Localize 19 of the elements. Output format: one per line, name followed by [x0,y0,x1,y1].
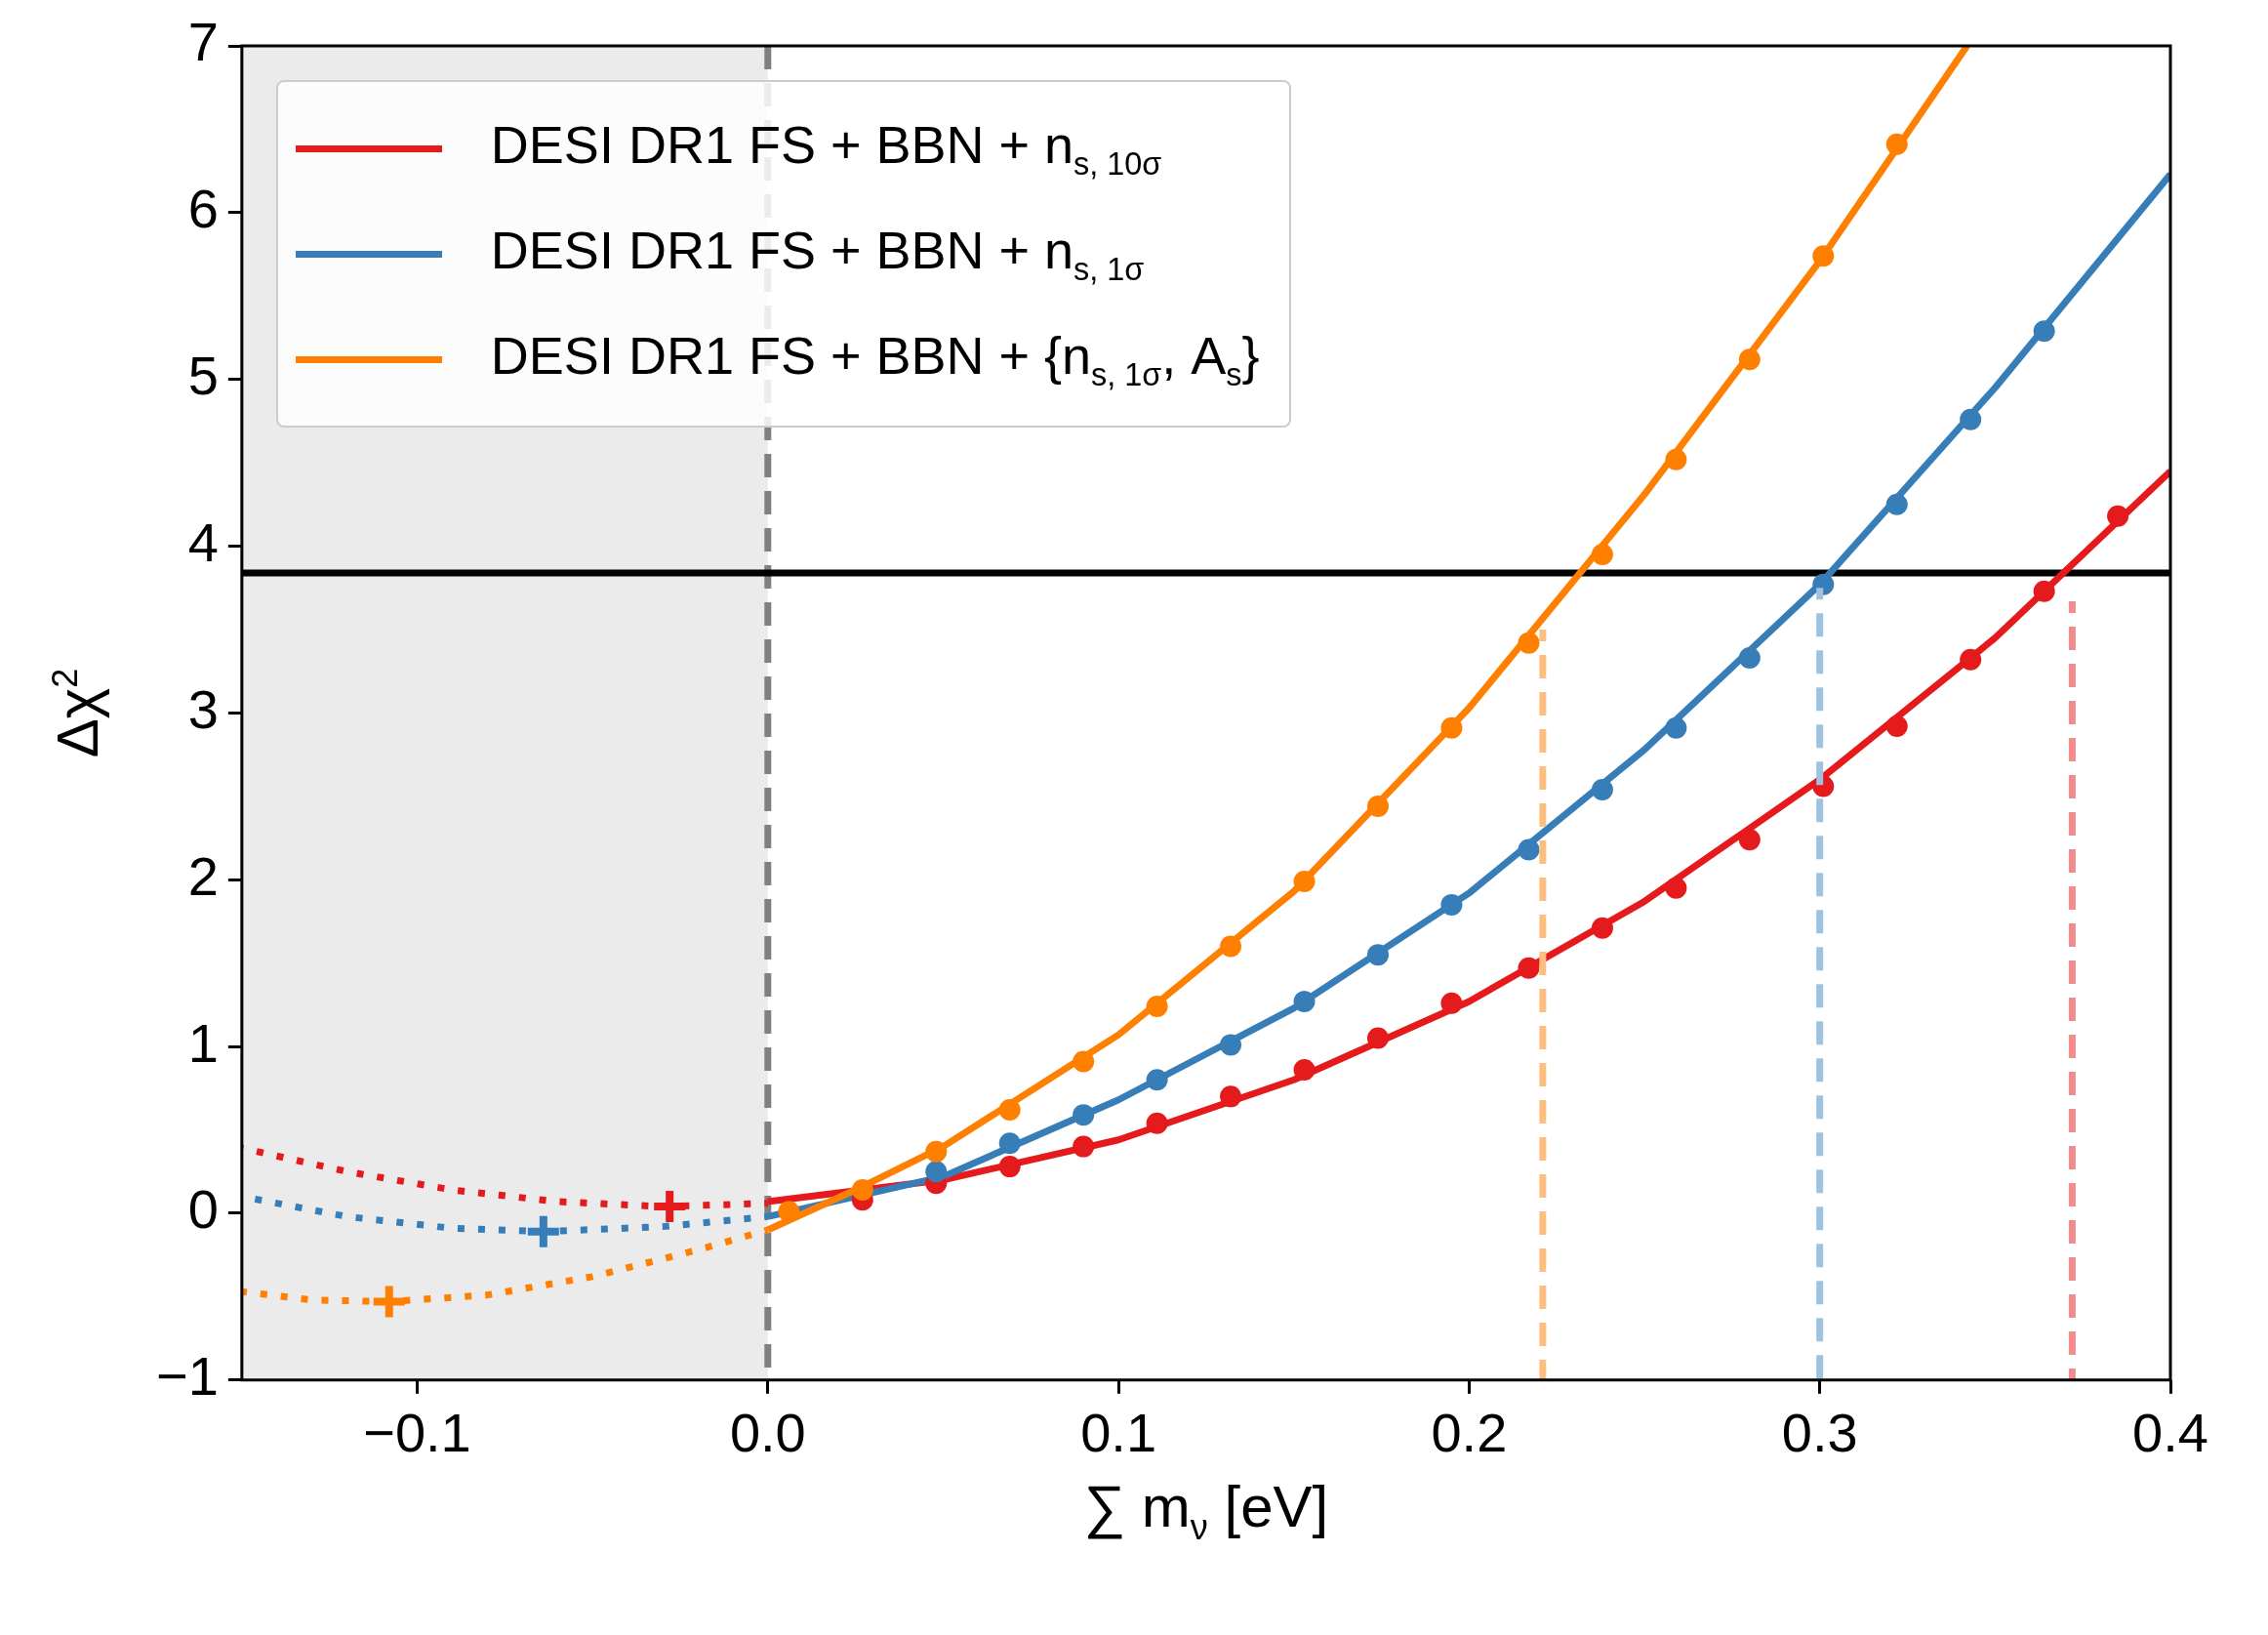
y-tick-label: 1 [187,1011,219,1074]
y-tick-label: 7 [187,11,219,73]
y-tick-label: 5 [187,345,219,407]
y-tick-label: −1 [155,1345,219,1408]
x-tick-label: 0.1 [1080,1401,1157,1463]
x-tick-label: −0.1 [363,1401,471,1463]
x-tick-label: 0.3 [1781,1401,1858,1463]
y-tick-label: 4 [187,511,219,573]
x-axis-title: ∑ m$_{ν}$ [eV] [1083,1472,1329,1548]
y-tick-label: 3 [187,677,219,740]
y-tick-label: 0 [187,1178,219,1241]
x-tick-label: 0.2 [1431,1401,1508,1463]
x-tick-label: 0.4 [2132,1401,2208,1463]
y-tick-label: 6 [187,178,219,240]
legend-label: DESI DR1 FS + BBN + {n$_{s, 1σ}$, A$_{s}$} [490,325,1260,393]
x-tick-label: 0.0 [729,1401,806,1463]
legend-label: DESI DR1 FS + BBN + n$_{s, 10σ}$ [490,114,1162,183]
y-tick-label: 2 [187,844,219,907]
legend-label: DESI DR1 FS + BBN + n$_{s, 1σ}$ [490,220,1145,288]
